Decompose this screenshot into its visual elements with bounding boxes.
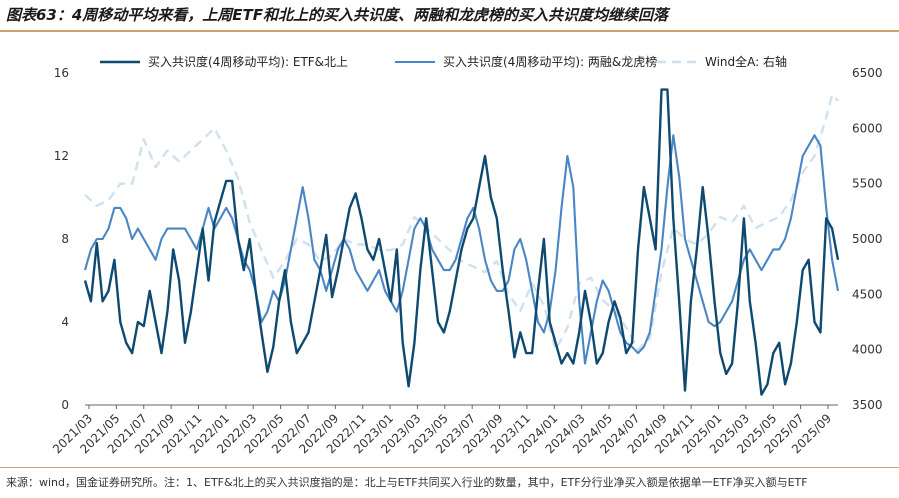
series-line-3 bbox=[84, 93, 839, 351]
series-line-1 bbox=[83, 88, 840, 396]
legend-label-2: 买入共识度(4周移动平均): 两融&龙虎榜 bbox=[443, 54, 657, 69]
legend-label-3: Wind全A: 右轴 bbox=[705, 54, 787, 69]
series-layer bbox=[83, 88, 840, 396]
y-right-tick-label: 5000 bbox=[852, 232, 883, 246]
y-left-tick-label: 12 bbox=[54, 149, 69, 163]
y-right-tick-label: 6000 bbox=[852, 121, 883, 135]
y-right-tick-label: 4000 bbox=[852, 343, 883, 357]
source-note: 来源：wind，国金证券研究所。注：1、ETF&北上的买入共识度指的是：北上与E… bbox=[6, 476, 808, 489]
title-divider bbox=[0, 30, 899, 32]
y-right-tick-label: 6500 bbox=[852, 66, 883, 80]
line-chart: 048121635004000450050005500600065002021/… bbox=[50, 54, 883, 456]
y-left-tick-label: 4 bbox=[61, 315, 69, 329]
y-right-tick-label: 4500 bbox=[852, 287, 883, 301]
footer-divider bbox=[0, 467, 899, 468]
y-right-tick-label: 3500 bbox=[852, 398, 883, 412]
y-left-tick-label: 8 bbox=[61, 232, 69, 246]
legend-label-1: 买入共识度(4周移动平均): ETF&北上 bbox=[148, 54, 348, 69]
chart-title: 图表63：4周移动平均来看，上周ETF和北上的买入共识度、两融和龙虎榜的买入共识… bbox=[6, 6, 669, 24]
y-right-tick-label: 5500 bbox=[852, 177, 883, 191]
chart-legend: 买入共识度(4周移动平均): ETF&北上 买入共识度(4周移动平均): 两融&龙… bbox=[100, 54, 787, 69]
series-line-2 bbox=[83, 134, 840, 365]
y-left-tick-label: 0 bbox=[61, 398, 69, 412]
y-left-tick-label: 16 bbox=[54, 66, 69, 80]
